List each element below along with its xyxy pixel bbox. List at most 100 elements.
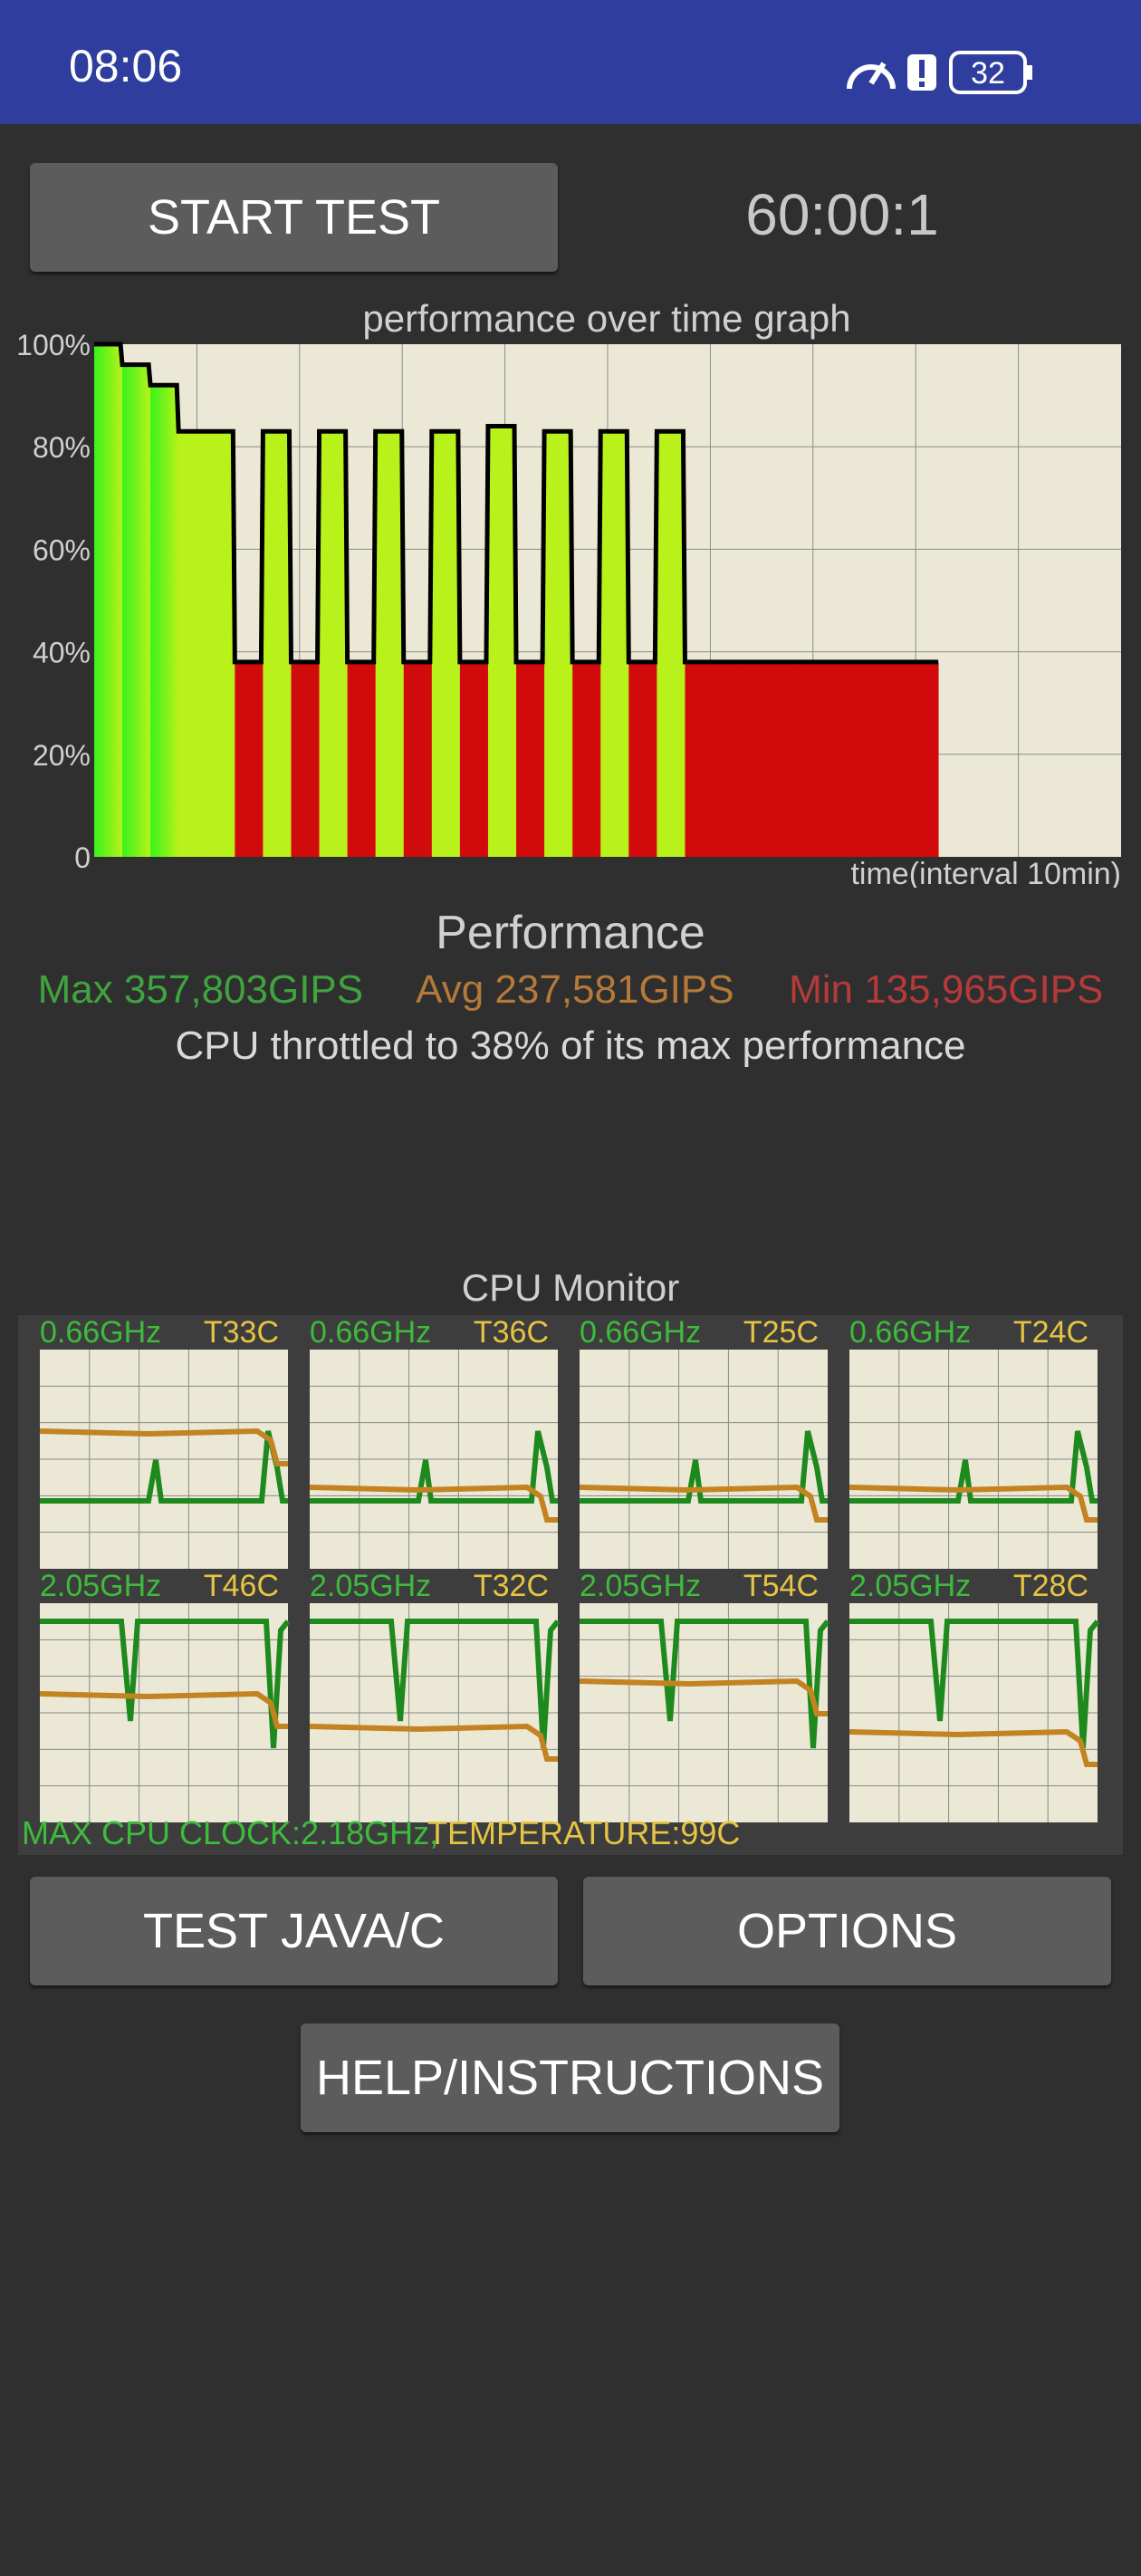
cpu-core-cell: 0.66GHz T36C [309,1315,558,1569]
cpu-core-cell: 0.66GHz T25C [579,1315,828,1569]
battery-level: 32 [971,56,1005,91]
cpu-monitor-title: CPU Monitor [461,1266,680,1309]
core-temp-trace [39,1690,288,1729]
status-time: 08:06 [69,41,183,91]
y-tick-label: 40% [33,637,91,669]
core-frequency: 2.05GHz [310,1569,431,1603]
core-temperature: T24C [1013,1315,1088,1350]
graph-segment [881,661,911,857]
graph-segment [769,661,799,857]
core-temperature: T36C [474,1315,549,1350]
y-tick-label: 60% [33,533,91,566]
y-axis-ticks: 100% 80% 60% 40% 20% 0 [16,329,91,874]
core-clock-trace [310,1619,561,1749]
cpu-core-cell: 2.05GHz T46C [39,1569,291,1822]
graph-segment [319,431,349,857]
graph-segment [741,661,771,857]
max-cpu-clock: MAX CPU CLOCK:2.18GHz, [22,1814,438,1851]
graph-segment [235,661,264,857]
core-frequency: 0.66GHz [40,1315,161,1350]
core-frequency: 0.66GHz [849,1315,971,1350]
graph-segment [487,426,517,857]
graph-area [94,344,939,857]
graph-segment [347,661,377,857]
graph-segment [459,661,489,857]
alert-icon [907,54,936,91]
y-tick-label: 0 [74,841,91,874]
help-instructions-button[interactable]: HELP/INSTRUCTIONS [301,2023,839,2132]
core-temperature: T54C [743,1569,819,1603]
status-bar: 08:06 32 [0,0,1141,124]
core-frequency: 0.66GHz [580,1315,701,1350]
x-axis-label: time(interval 10min) [850,857,1121,888]
core-temp-trace [849,1728,1098,1767]
core-temp-trace [579,1677,828,1716]
cpu-core-cell: 2.05GHz T32C [309,1569,561,1822]
graph-segment [291,661,321,857]
cpu-monitor: 0.66GHz T33C 0.66GHz T36C 0.66GHz T25C 0.66GHz… [18,1315,1123,1855]
core-clock-trace [40,1430,288,1504]
y-tick-label: 80% [33,431,91,464]
core-temp-trace [849,1484,1098,1523]
graph-segment [797,661,827,857]
cpu-core-cell: 2.05GHz T28C [849,1569,1100,1822]
performance-heading: Performance [436,907,705,959]
test-java-c-button[interactable]: TEST JAVA/C [30,1877,558,1985]
core-temperature: T46C [204,1569,279,1603]
graph-segment [206,431,235,857]
graph-segment [600,431,629,857]
graph-segment [853,661,883,857]
graph-segment [544,431,573,857]
battery-icon: 32 [949,51,1032,94]
cpu-core-cell: 2.05GHz T54C [579,1569,830,1822]
y-tick-label: 100% [16,329,91,361]
status-icons: 32 [847,51,1032,94]
graph-segment [403,661,433,857]
min-performance: Min 135,965GIPS [789,967,1104,1012]
graph-title: performance over time graph [362,297,851,340]
core-temperature: T28C [1013,1569,1088,1603]
graph-segment [825,661,855,857]
graph-segment [150,385,179,857]
core-temp-trace [309,1484,558,1523]
graph-segment [263,431,292,857]
graph-segment [94,344,123,857]
graph-segment [178,431,207,857]
graph-segment [431,431,461,857]
graph-segment [122,364,151,857]
core-temperature: T32C [474,1569,549,1603]
core-frequency: 0.66GHz [310,1315,431,1350]
core-temp-trace [309,1723,558,1762]
start-test-button[interactable]: START TEST [30,163,558,272]
core-clock-trace [40,1619,291,1749]
graph-segment [516,661,545,857]
core-frequency: 2.05GHz [849,1569,971,1603]
core-temperature: T25C [743,1315,819,1350]
performance-graph: 100% 80% 60% 40% 20% 0 time(interval 10min) [16,329,1121,888]
performance-stats: Max 357,803GIPS Avg 237,581GIPS Min 135,… [0,967,1141,1013]
avg-performance: Avg 237,581GIPS [416,967,734,1012]
performance-line [94,341,939,665]
cpu-core-cell: 0.66GHz T33C [39,1315,288,1569]
core-temp-trace [39,1427,288,1466]
graph-segment [572,661,601,857]
speedometer-icon [847,62,896,90]
throttle-message: CPU throttled to 38% of its max performa… [175,1024,966,1068]
core-frequency: 2.05GHz [580,1569,701,1603]
graph-segment [628,661,657,857]
core-clock-trace [580,1619,830,1749]
core-temp-trace [579,1484,828,1523]
graph-segment [375,431,405,857]
graph-segment [909,661,939,857]
options-button[interactable]: OPTIONS [583,1877,1111,1985]
graph-segment [685,661,714,857]
y-tick-label: 20% [33,739,91,772]
graph-segment [713,661,743,857]
timer: 60:00:1 [745,182,939,247]
core-temperature: T33C [204,1315,279,1350]
max-temperature: TEMPERATURE:99C [427,1814,740,1851]
graph-segment [657,431,686,857]
core-frequency: 2.05GHz [40,1569,161,1603]
cpu-core-cell: 0.66GHz T24C [849,1315,1098,1569]
core-clock-trace [849,1619,1100,1749]
